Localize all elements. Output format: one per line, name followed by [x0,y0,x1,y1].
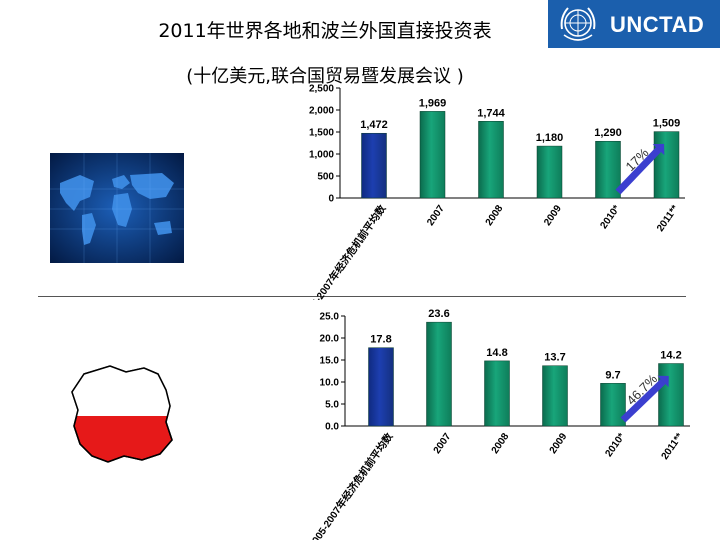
y-tick-label: 25.0 [320,312,340,323]
data-label: 17.8 [370,334,391,346]
category-label: 2011** [660,431,686,462]
bar [426,321,452,427]
category-label: 2008 [490,431,512,456]
world-fdi-chart: 05001,0001,5002,0002,5001,4722005-2007年经… [299,84,685,300]
y-tick-label: 2,000 [309,106,334,117]
y-tick-label: 20.0 [320,334,340,345]
y-tick-label: 1,500 [309,128,334,139]
bar [368,347,394,427]
bar [536,145,563,199]
growth-arrow [615,147,662,195]
y-tick-label: 0.0 [325,422,339,433]
data-label: 14.8 [486,347,507,359]
unctad-logo: UNCTAD [548,0,720,48]
y-tick-label: 15.0 [320,356,340,367]
y-tick-label: 500 [317,172,334,183]
y-tick-label: 10.0 [320,378,340,389]
y-tick-label: 1,000 [309,150,334,161]
poland-map-image [71,365,173,463]
logo-text: UNCTAD [610,12,705,37]
data-label: 9.7 [605,369,620,381]
section-divider [38,296,686,297]
data-label: 1,509 [653,118,681,130]
data-label: 23.6 [428,308,449,320]
category-label: 2010* [603,431,627,459]
data-label: 1,969 [419,97,447,109]
bar [419,111,446,199]
data-label: 1,290 [594,127,622,139]
bar [484,360,510,427]
data-label: 1,744 [477,107,505,119]
category-label: 2005-2007年经济危机前平均数 [306,429,396,540]
growth-arrow-head [652,143,665,156]
growth-arrow [620,378,666,423]
category-label: 2009 [548,431,570,456]
bar [600,383,626,427]
bar [542,365,568,427]
bar [478,121,504,199]
y-tick-label: 0 [328,194,334,205]
y-tick-label: 5.0 [325,400,339,411]
growth-arrow-head [657,375,669,388]
data-label: 13.7 [544,352,565,364]
bar [658,363,684,427]
category-label: 2007 [432,431,454,456]
un-emblem-icon [560,7,596,41]
bar [361,132,387,199]
bar [653,131,680,199]
data-label: 1,180 [536,132,564,144]
bar [595,140,621,199]
world-map-image [50,153,184,263]
data-label: 1,472 [360,119,388,131]
y-tick-label: 2,500 [309,84,334,95]
data-label: 14.2 [660,350,681,362]
page-title: 2011年世界各地和波兰外国直接投资表 [158,20,492,42]
page-subtitle: (十亿美元,联合国贸易暨发展会议 ) [186,66,464,87]
